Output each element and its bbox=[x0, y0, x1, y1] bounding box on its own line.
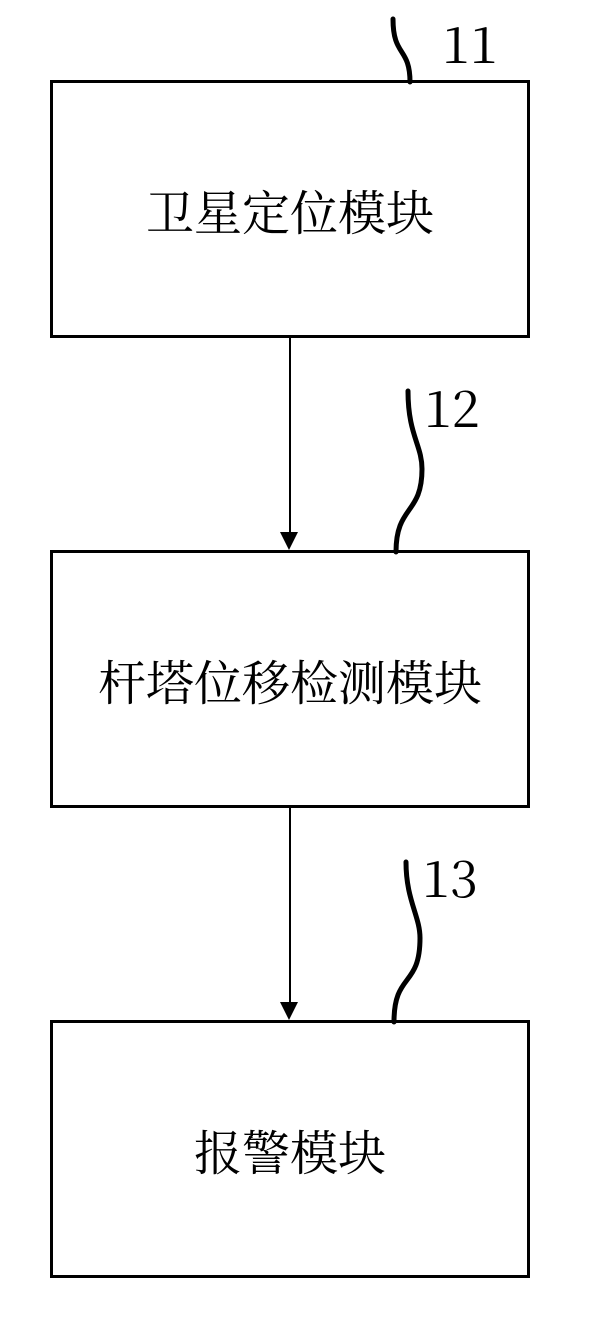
edge-line bbox=[289, 338, 291, 534]
edge-arrowhead-icon bbox=[280, 532, 298, 550]
edge-line bbox=[289, 808, 291, 1004]
callout-curve-icon bbox=[390, 858, 424, 1026]
node-tower-displacement-detection-module: 杆塔位移检测模块 bbox=[50, 550, 530, 808]
flowchart-canvas: 卫星定位模块 杆塔位移检测模块 报警模块 11 12 13 bbox=[0, 0, 595, 1320]
node-satellite-positioning-module: 卫星定位模块 bbox=[50, 80, 530, 338]
callout-curve-icon bbox=[389, 15, 414, 86]
edge-arrowhead-icon bbox=[280, 1002, 298, 1020]
callout-curve-icon bbox=[392, 387, 426, 556]
reference-label: 13 bbox=[422, 840, 478, 912]
node-label: 报警模块 bbox=[194, 1115, 386, 1184]
node-alarm-module: 报警模块 bbox=[50, 1020, 530, 1278]
reference-label: 12 bbox=[424, 370, 480, 442]
reference-label: 11 bbox=[442, 6, 498, 78]
node-label: 杆塔位移检测模块 bbox=[98, 645, 482, 714]
node-label: 卫星定位模块 bbox=[146, 175, 434, 244]
